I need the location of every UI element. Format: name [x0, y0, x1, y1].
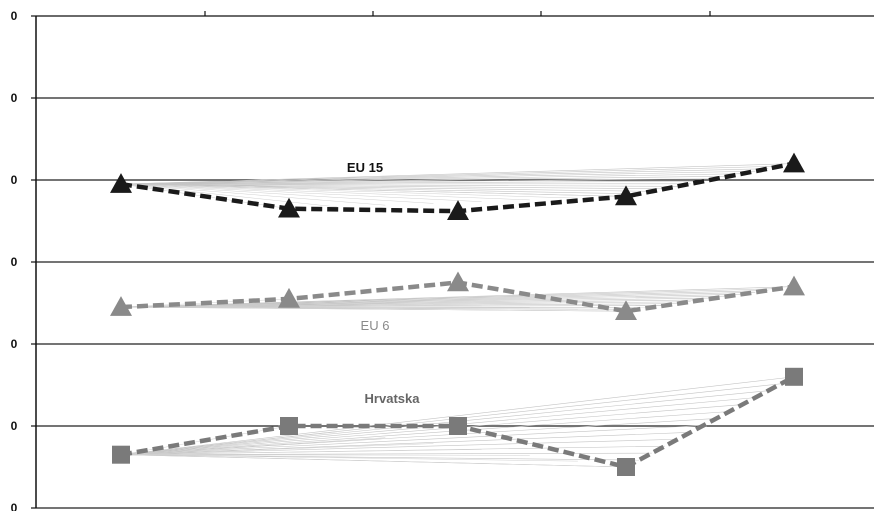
triangle-marker [783, 275, 805, 296]
connector-line [120, 183, 652, 192]
y-tick-label: 0 [11, 255, 18, 269]
square-marker [112, 445, 130, 464]
connector-line [120, 411, 730, 455]
connector-line [120, 390, 769, 455]
connector-line [120, 376, 795, 455]
connector-line [120, 163, 795, 185]
y-tick-label: 0 [11, 173, 18, 187]
y-tick-label: 0 [11, 9, 18, 23]
series-label-eu15: EU 15 [347, 160, 383, 175]
square-marker [617, 458, 635, 476]
square-marker [449, 417, 467, 435]
connector-line [120, 418, 717, 455]
series-label-eu6: EU 6 [361, 318, 390, 333]
connector-line [120, 183, 386, 206]
connector-lines [120, 163, 795, 468]
connector-line [120, 454, 639, 461]
y-tick-labels: 0 0 0 0 0 0 0 [11, 9, 36, 511]
connector-line [120, 454, 530, 456]
connector-line [120, 431, 338, 455]
connector-line [120, 397, 756, 455]
connector-line [120, 183, 482, 202]
triangle-marker [447, 200, 469, 220]
connector-line [120, 443, 434, 455]
y-tick-label: 0 [11, 337, 18, 351]
triangle-marker [447, 271, 469, 292]
series-label-hrvatska: Hrvatska [365, 391, 421, 406]
connector-line [120, 454, 627, 468]
triangle-marker [783, 152, 805, 173]
connector-line [120, 168, 769, 185]
y-tick-label: 0 [11, 91, 18, 105]
connector-line [120, 165, 782, 185]
triangle-marker [278, 197, 300, 218]
triangle-marker [278, 287, 300, 308]
connector-line [120, 178, 717, 185]
connector-line [120, 183, 434, 204]
triangle-marker [615, 300, 637, 320]
connector-line [120, 183, 530, 201]
connector-line [120, 183, 678, 187]
connector-line [120, 183, 627, 197]
square-marker [280, 417, 298, 435]
connector-line [120, 449, 482, 455]
connector-line [120, 183, 665, 190]
y-tick-label: 0 [11, 501, 18, 511]
x-ticks [204, 11, 711, 16]
connector-line [120, 432, 691, 455]
connector-line [120, 170, 756, 185]
square-marker [785, 367, 803, 386]
connector-line [120, 173, 743, 185]
connector-line [120, 306, 627, 312]
connector-line [120, 183, 578, 199]
connector-line [120, 306, 530, 308]
connector-line [120, 404, 743, 455]
connector-line [120, 302, 386, 308]
connector-line [120, 175, 730, 185]
y-tick-label: 0 [11, 419, 18, 433]
triangle-marker [110, 296, 132, 316]
connector-line [120, 438, 678, 455]
connector-line [120, 437, 386, 455]
triangle-marker [615, 185, 637, 206]
triangle-marker [110, 173, 132, 193]
connector-line [120, 305, 482, 308]
connector-line [120, 454, 578, 462]
series-markers [110, 152, 805, 476]
connector-line [120, 425, 704, 455]
connector-line [120, 180, 704, 185]
connector-line [120, 183, 639, 195]
